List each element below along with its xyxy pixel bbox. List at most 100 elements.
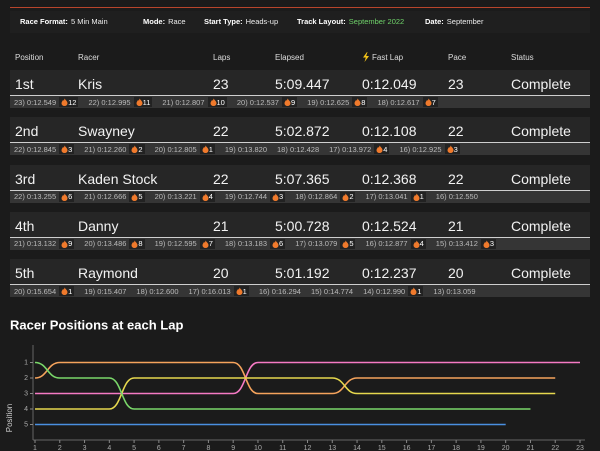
column-header: Laps [213,53,231,62]
lap-entry: 15) 0:13.412 3 [436,238,497,249]
x-tick-label: 22 [551,445,559,451]
table-cell: 5:07.365 [275,170,330,187]
table-cell: 22 [213,123,229,140]
table-cell: 20 [213,265,229,282]
lap-time: 16) 0:12.550 [435,192,478,202]
info-value: 5 Min Main [70,17,108,26]
column-header: Status [511,53,534,62]
x-tick-label: 10 [254,445,262,451]
streak-count: 9 [68,239,73,249]
lap-time: 23) 0:12.549 [14,97,57,107]
table-cell: 21 [213,217,229,234]
lap-history: 23) 0:12.549 12 22) 0:12.995 11 21) 0:12.807… [10,96,590,108]
streak-badge: 11 [133,97,153,107]
flame-icon [284,98,291,106]
position-line [34,361,556,395]
streak-badge: 5 [340,238,356,249]
flame-icon [210,98,217,106]
flame-icon [131,193,138,201]
streak-badge: 1 [410,191,426,202]
y-tick-label: 2 [24,375,28,382]
table-cell: 0:12.368 [362,170,417,187]
lap-time: 21) 0:12.666 [84,192,127,202]
x-tick-label: 4 [107,445,111,451]
info-value: Heads-up [245,17,279,26]
chart-title: Racer Positions at each Lap [10,317,183,332]
table-cell: 23 [213,76,229,92]
x-tick-label: 1 [33,445,37,451]
lap-entry: 22) 0:12.845 3 [14,144,75,155]
lap-time: 17) 0:13.079 [295,239,338,249]
flame-icon [272,193,279,201]
lap-history: 22) 0:12.845 3 21) 0:12.260 2 20) 0:12.805 1 1… [10,143,590,156]
lap-time: 20) 0:12.805 [154,144,197,154]
lap-entry: 20) 0:15.654 1 [14,286,75,297]
info-bar [10,11,590,33]
streak-count: 3 [453,144,458,154]
table-cell: 5:01.192 [275,265,330,282]
lap-entry: 16) 0:12.925 3 [399,144,460,155]
x-tick-label: 12 [304,445,312,451]
column-header: Racer [78,53,100,62]
info-label: Date: [425,17,444,26]
table-cell: 22 [448,170,464,187]
table-cell: 22 [448,123,464,140]
x-tick-label: 2 [58,445,62,451]
lap-entry: 18) 0:12.600 [136,287,178,296]
streak-badge: 1 [408,286,424,297]
lap-time: 15) 0:14.774 [310,286,354,296]
table-cell: Raymond [78,265,138,282]
streak-badge: 3 [480,238,497,249]
x-tick-label: 5 [132,445,136,451]
lap-entry: 20) 0:13.221 4 [155,191,215,202]
y-tick-label: 1 [24,359,28,366]
table-cell: Swayney [78,123,135,140]
streak-badge: 8 [352,97,368,107]
flame-icon [272,240,279,248]
table-row: 4th Danny 21 5:00.728 0:12.524 21 Complete [10,211,590,238]
flame-icon [236,287,243,296]
table-cell: 0:12.108 [362,123,417,140]
lap-time: 14) 0:12.990 [363,286,406,296]
accent-line [10,7,590,8]
streak-count: 10 [216,97,225,107]
lap-time: 22) 0:12.845 [14,144,57,154]
lap-time: 18) 0:12.617 [377,97,420,107]
x-tick-label: 19 [477,445,485,451]
table-cell: 0:12.524 [362,217,417,234]
streak-count: 9 [290,97,296,107]
info-label: Start Type: [204,17,243,26]
table-cell: 0:12.237 [362,265,417,282]
lap-time: 17) 0:13.041 [365,192,408,202]
table-cell: Danny [78,217,119,234]
flame-icon [131,240,138,248]
streak-count: 1 [242,286,247,296]
streak-badge: 10 [207,97,227,107]
lap-time: 13) 0:13.059 [433,286,476,296]
streak-count: 7 [208,239,213,249]
table-cell: 1st [15,76,34,92]
flame-icon [61,145,68,154]
flame-icon [410,287,417,296]
streak-badge: 12 [59,97,79,107]
x-tick-label: 15 [378,445,386,451]
y-axis-label: Position [5,404,14,432]
table-row: 5th Raymond 20 5:01.192 0:12.237 20 Complete [10,259,590,286]
position-line [35,361,580,395]
lap-entry: 17) 0:13.041 1 [365,191,426,202]
x-tick-label: 14 [353,445,361,451]
lap-entry: 22) 0:13.255 6 [14,191,75,202]
flame-icon [61,287,68,296]
lap-entry: 19) 0:12.595 7 [155,238,215,249]
table-cell: Kaden Stock [78,170,158,187]
lap-entry: 21) 0:12.666 5 [84,191,145,202]
streak-count: 5 [138,192,143,202]
lap-time: 21) 0:12.260 [84,144,127,154]
info-label: Race Format: [20,17,68,26]
x-tick-label: 18 [452,445,460,451]
lap-time: 19) 0:15.407 [84,286,127,296]
lap-entry: 18) 0:13.183 6 [225,238,286,249]
streak-badge: 3 [270,191,286,202]
streak-badge: 6 [270,238,286,249]
